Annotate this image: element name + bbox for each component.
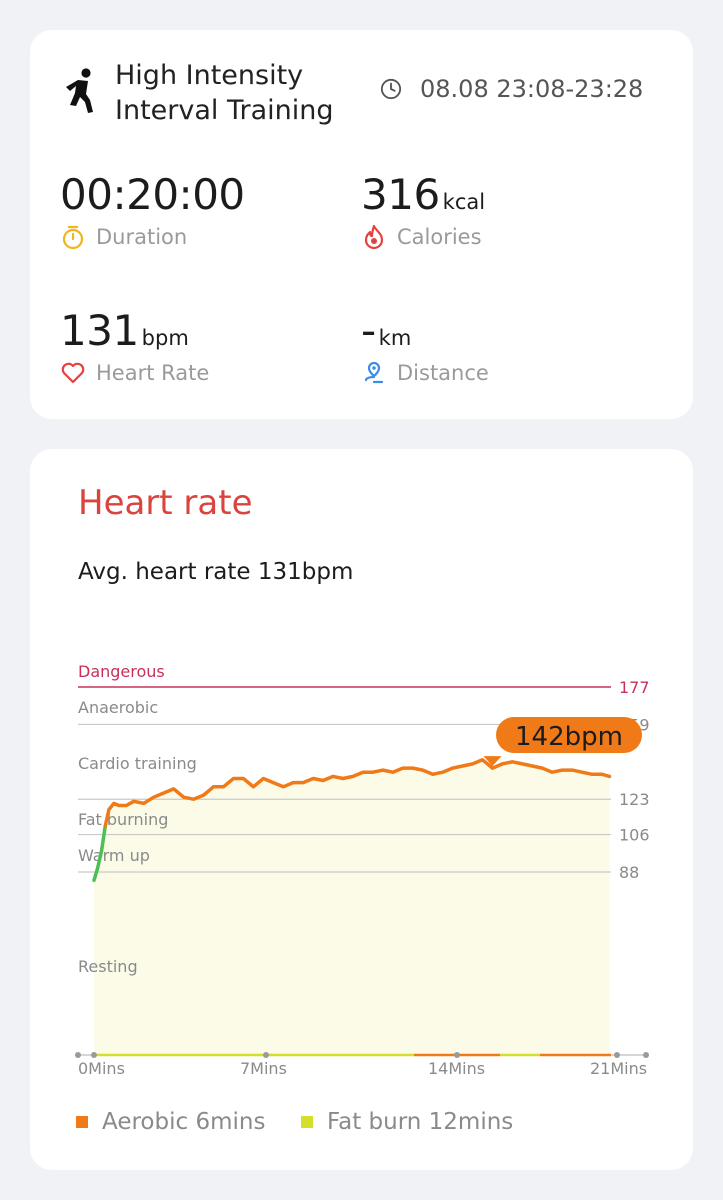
- calories-label: Calories: [397, 225, 482, 249]
- x-tick-label: 0Mins: [78, 1059, 125, 1078]
- distance-metric: - km Distance: [361, 308, 489, 386]
- flame-icon: [364, 224, 384, 250]
- chart-area-fill: [94, 759, 610, 1055]
- zone-label-dangerous: Dangerous: [78, 662, 165, 681]
- series-line-aerobic: [103, 758, 612, 829]
- x-axis-tick-dot: [75, 1052, 81, 1058]
- series-line-warmup: [92, 824, 107, 883]
- legend-label-aerobic: Aerobic 6mins: [102, 1109, 266, 1135]
- legend-item-aerobic: Aerobic 6mins: [76, 1109, 265, 1135]
- stopwatch-icon: [62, 225, 84, 250]
- x-tick-label: 21Mins: [590, 1059, 647, 1078]
- average-heart-rate: Avg. heart rate 131bpm: [78, 559, 354, 585]
- distance-value: -: [361, 306, 376, 355]
- calories-value: 316: [361, 170, 440, 219]
- calories-unit: kcal: [442, 190, 486, 214]
- x-axis-tick-dot: [263, 1052, 269, 1058]
- heart-rate-unit: bpm: [141, 326, 189, 350]
- zone-label-resting: Resting: [78, 957, 138, 976]
- workout-summary-card: High Intensity Interval Training 08.08 2…: [30, 30, 693, 419]
- zone-label-fat-burning: Fat burning: [78, 810, 168, 829]
- heart-rate-section-title: Heart rate: [78, 483, 253, 523]
- legend-swatch-fat-burn: [301, 1116, 313, 1128]
- heart-icon: [61, 362, 85, 384]
- distance-unit: km: [378, 326, 412, 350]
- legend-swatch-aerobic: [76, 1116, 88, 1128]
- heart-rate-metric: 131 bpm Heart Rate: [60, 308, 209, 386]
- heart-rate-value: 131: [60, 306, 139, 355]
- heart-rate-chart: Dangerous Anaerobic Cardio training Fat bur…: [75, 662, 650, 1078]
- zone-label-warm-up: Warm up: [78, 846, 150, 865]
- zone-label-cardio-training: Cardio training: [78, 754, 197, 773]
- x-axis-tick-dot: [454, 1052, 460, 1058]
- time-range: 08.08 23:08-23:28: [380, 75, 643, 103]
- peak-bubble: [496, 717, 642, 753]
- x-tick-label: 7Mins: [240, 1059, 287, 1078]
- duration-label: Duration: [96, 225, 188, 249]
- x-axis-tick-dot: [643, 1052, 649, 1058]
- peak-label: 142bpm: [515, 722, 623, 752]
- legend-label-fat-burn: Fat burn 12mins: [327, 1109, 514, 1135]
- calories-metric: 316 kcal Calories: [361, 172, 485, 250]
- duration-metric: 00:20:00 Duration: [60, 172, 245, 250]
- legend-item-fat-burn: Fat burn 12mins: [301, 1109, 513, 1135]
- time-range-text: 08.08 23:08-23:28: [420, 75, 644, 103]
- duration-value: 00:20:00: [60, 170, 245, 219]
- threshold-label-88: 88: [619, 863, 639, 882]
- x-axis-tick-dot: [91, 1052, 97, 1058]
- zone-label-anaerobic: Anaerobic: [78, 698, 158, 717]
- clock-icon: [380, 78, 402, 100]
- threshold-label-106: 106: [619, 826, 650, 845]
- peak-bubble-pointer: [483, 756, 502, 767]
- x-axis-tick-dot: [614, 1052, 620, 1058]
- threshold-label-177: 177: [619, 678, 650, 697]
- workout-title: High Intensity Interval Training: [115, 60, 334, 126]
- threshold-label-123: 123: [619, 790, 650, 809]
- running-figure-icon: [66, 68, 93, 113]
- location-pin-icon: [364, 361, 384, 384]
- distance-label: Distance: [397, 361, 489, 385]
- x-tick-label: 14Mins: [428, 1059, 485, 1078]
- heart-rate-card: Heart rate Avg. heart rate 131bpm Danger…: [30, 449, 693, 1170]
- heart-rate-label: Heart Rate: [96, 361, 210, 385]
